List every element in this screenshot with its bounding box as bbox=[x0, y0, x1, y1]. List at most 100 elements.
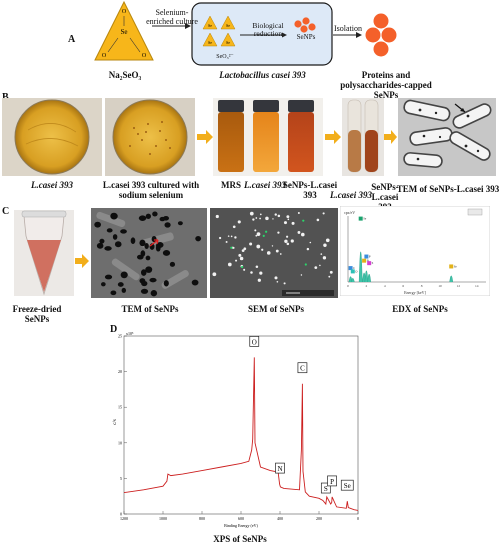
xps-peak-label-1: C bbox=[300, 365, 305, 373]
xps-peak-label-2: N bbox=[277, 465, 282, 473]
xps-chart: c/s x10⁵ Binding Energy (eV) 0 5 10 15 20 25 1… bbox=[113, 331, 359, 528]
edx-peak-marker-5 bbox=[367, 261, 372, 266]
panel-c-letter: C bbox=[2, 206, 10, 217]
edx-peak-marker-0 bbox=[348, 266, 353, 271]
xps-peak-label-3: S bbox=[324, 485, 328, 493]
edx-tick-6: 12 bbox=[457, 284, 461, 288]
compound-label: Na₂SeO₃ bbox=[108, 70, 142, 80]
triangle-o-top: O bbox=[122, 9, 127, 15]
edx-peak-label-3: Si bbox=[367, 259, 370, 263]
plate1-image bbox=[14, 99, 90, 175]
edx-tick-7: 14 bbox=[475, 284, 479, 288]
panel-b-letter: B bbox=[2, 92, 9, 103]
edx-peak-label-1: O bbox=[355, 269, 358, 273]
tube-lcasei-image bbox=[253, 112, 279, 172]
svg-text:Se: Se bbox=[226, 40, 230, 45]
svg-text:Se: Se bbox=[208, 23, 212, 28]
xps-xtick-4: 400 bbox=[277, 516, 283, 521]
tem-lcasei-label: TEM of SeNPs-L.casei 393 bbox=[396, 184, 500, 194]
senps-box-label: SeNPs bbox=[296, 33, 316, 41]
xps-yexp: x10⁵ bbox=[126, 331, 134, 336]
edx-peak-4 bbox=[364, 270, 369, 283]
xps-xtick-3: 600 bbox=[238, 516, 244, 521]
xps-peak-label-4: P bbox=[330, 478, 334, 486]
edx-tick-0: 0 bbox=[347, 284, 349, 288]
edx-peak-label-0: C bbox=[353, 266, 355, 270]
edx-peak-1 bbox=[350, 278, 355, 283]
edx-xlabel: Energy [keV] bbox=[404, 290, 426, 295]
xps-caption: XPS of SeNPs bbox=[213, 534, 267, 544]
tem-senps-label: TEM of SeNPs bbox=[121, 304, 179, 314]
xps-peak-label-5: Se bbox=[344, 482, 351, 490]
edx-peak-label-6: Se bbox=[454, 264, 458, 268]
xps-ytick-1: 5 bbox=[120, 476, 122, 481]
xps-peak-box-4 bbox=[327, 475, 337, 487]
arrow1-label: Selenium-enriched culture bbox=[146, 8, 198, 26]
xps-peak-box-3 bbox=[320, 482, 331, 494]
panel-a-letter: A bbox=[68, 34, 76, 45]
panel-c-images bbox=[14, 208, 338, 298]
bio-reduction-label: Biological reduction bbox=[252, 21, 284, 38]
edx-tick-3: 6 bbox=[402, 284, 404, 288]
xps-series-line bbox=[123, 357, 359, 511]
edx-tick-5: 10 bbox=[438, 284, 442, 288]
tube-lcasei-label: L.casei 393 bbox=[244, 180, 286, 190]
freeze-label: Freeze-dried SeNPs bbox=[12, 304, 62, 324]
triangle-o-left: O bbox=[102, 53, 107, 59]
edx-tick-1: 2 bbox=[366, 284, 368, 288]
sem-senps-image bbox=[210, 208, 338, 298]
tube-pair-left-label: L.casei 393 bbox=[330, 190, 372, 200]
tube-mrs-label: MRS bbox=[221, 180, 241, 190]
xps-xtick-2: 800 bbox=[199, 516, 205, 521]
edx-peak-5 bbox=[367, 273, 371, 283]
svg-text:Se: Se bbox=[226, 23, 230, 28]
panel-b-photos bbox=[2, 98, 496, 176]
edx-ylabel: cps/eV bbox=[344, 210, 355, 215]
xps-peak-box-2 bbox=[275, 462, 285, 474]
panel-d-letter: D bbox=[110, 324, 118, 335]
edx-peak-label-4: P bbox=[369, 255, 371, 259]
xps-peak-box-1 bbox=[297, 362, 308, 374]
triangle-o-right: O bbox=[142, 53, 147, 59]
edx-peak-marker-2 bbox=[358, 216, 363, 221]
selenite-triangle bbox=[94, 0, 154, 61]
xps-peak-box-5 bbox=[340, 479, 354, 491]
panel-a-diagram: O Se O O Se Se Se Se bbox=[94, 0, 397, 66]
bacterium-label: Lactobacillus casei 393 bbox=[219, 70, 306, 80]
xps-ytick-2: 10 bbox=[118, 440, 122, 445]
seo3-label: SeO₃²⁻ bbox=[216, 54, 234, 60]
edx-peak-marker-1 bbox=[350, 269, 355, 274]
xps-xtick-0: 1200 bbox=[120, 516, 128, 521]
edx-peak-marker-3 bbox=[362, 258, 367, 263]
edx-peak-marker-6 bbox=[449, 264, 454, 269]
plate1-label: L.casei 393 bbox=[31, 180, 73, 190]
tube-senps-label: SeNPs-L.casei 393 bbox=[282, 180, 338, 200]
edx-peak-label-5: S bbox=[372, 261, 374, 265]
xps-xtick-6: 0 bbox=[357, 516, 359, 521]
tube-senps-image bbox=[288, 112, 314, 172]
edx-tick-2: 4 bbox=[384, 284, 386, 288]
xps-xlabel: Binding Energy (eV) bbox=[224, 523, 258, 528]
edx-senps-label: EDX of SeNPs bbox=[392, 304, 448, 314]
edx-peak-marker-4 bbox=[364, 254, 369, 259]
xps-peak-box-0 bbox=[249, 336, 260, 347]
tube-mrs-image bbox=[218, 112, 244, 172]
plate2-image bbox=[112, 99, 188, 175]
xps-ylabel: c/s bbox=[113, 419, 118, 425]
svg-text:Se: Se bbox=[208, 40, 212, 45]
edx-peak-2 bbox=[358, 251, 363, 283]
isolation-label: Isolation bbox=[334, 24, 362, 33]
triangle-se: Se bbox=[121, 28, 128, 36]
xps-ytick-3: 15 bbox=[118, 405, 122, 410]
xps-peak-label-0: O bbox=[252, 338, 257, 346]
xps-ytick-0: 0 bbox=[120, 512, 122, 517]
plate2-label: L.casei 393 cultured with sodium seleniu… bbox=[102, 180, 200, 200]
sem-senps-label: SEM of SeNPs bbox=[248, 304, 304, 314]
edx-tick-4: 8 bbox=[421, 284, 423, 288]
capped-label: Proteins and polysaccharides-capped SeNP… bbox=[340, 70, 432, 100]
xps-ytick-4: 20 bbox=[118, 369, 122, 374]
xps-ytick-5: 25 bbox=[118, 334, 122, 339]
xps-xtick-1: 1000 bbox=[159, 516, 167, 521]
xps-xtick-5: 200 bbox=[316, 516, 322, 521]
